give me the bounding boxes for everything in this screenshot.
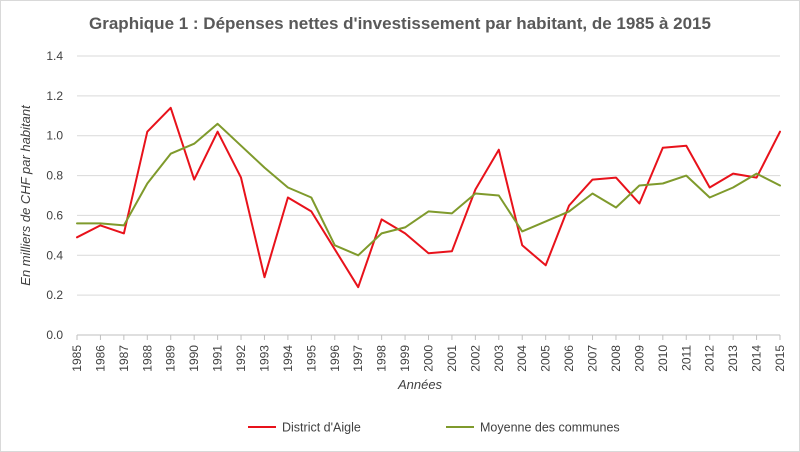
x-tick-label: 1996	[328, 345, 342, 372]
x-tick-label: 2004	[515, 345, 529, 372]
x-tick-label: 1988	[140, 345, 154, 372]
x-tick-label: 2012	[703, 345, 717, 372]
x-tick-label: 1992	[234, 345, 248, 372]
x-tick-label: 1994	[281, 345, 295, 372]
x-tick-label: 2000	[422, 345, 436, 372]
gridlines	[77, 55, 780, 296]
x-tick-label: 1989	[164, 345, 178, 372]
x-tick-label: 2001	[445, 345, 459, 372]
y-tick-label: 0.0	[46, 328, 63, 342]
x-tick-label: 2010	[656, 345, 670, 372]
y-axis-title: En milliers de CHF par habitant	[18, 104, 33, 286]
series-line-1	[76, 122, 781, 257]
x-tick-label: 2006	[562, 345, 576, 372]
x-tick-label: 1986	[93, 345, 107, 372]
y-tick-label: 0.6	[46, 208, 63, 222]
x-tick-label: 2013	[726, 345, 740, 372]
x-tick-label: 1999	[398, 345, 412, 372]
x-axis-title: Années	[397, 377, 443, 392]
x-tick-label: 1987	[117, 345, 131, 372]
x-tick-label: 2009	[632, 345, 646, 372]
x-tick-label: 1985	[70, 345, 84, 372]
y-tick-label: 0.2	[46, 288, 63, 302]
chart-title: Graphique 1 : Dépenses nettes d'investis…	[89, 14, 711, 33]
x-tick-label: 2002	[468, 345, 482, 372]
y-tick-label: 0.8	[46, 169, 63, 183]
series-lines	[76, 106, 781, 289]
x-tick-label: 2007	[586, 345, 600, 372]
y-tick-label: 1.0	[46, 129, 63, 143]
x-tick-label: 1997	[351, 345, 365, 372]
x-tick-label: 2011	[679, 345, 693, 371]
x-tick-label: 2003	[492, 345, 506, 372]
x-axis-ticks: 1985 1986 1987 1988 1989 1990 1991 1992 1993 1994…	[70, 335, 787, 372]
x-tick-label: 2005	[539, 345, 553, 372]
x-tick-label: 1990	[187, 345, 201, 372]
y-tick-label: 1.4	[46, 49, 63, 63]
y-tick-label: 1.2	[46, 89, 63, 103]
y-axis-ticks: 0.0 0.2 0.4 0.6 0.8 1.0 1.2 1.4	[46, 49, 63, 342]
x-tick-label: 2015	[773, 345, 787, 372]
x-tick-label: 1991	[211, 345, 225, 372]
y-tick-label: 0.4	[46, 248, 63, 262]
legend-label-0: District d'Aigle	[282, 421, 361, 435]
x-tick-label: 1995	[304, 345, 318, 372]
x-tick-label: 2008	[609, 345, 623, 372]
legend: District d'Aigle Moyenne des communes	[248, 421, 620, 435]
x-tick-label: 2014	[750, 345, 764, 372]
x-tick-label: 1998	[375, 345, 389, 372]
x-tick-label: 1993	[257, 345, 271, 372]
series-line-0	[76, 106, 781, 289]
legend-label-1: Moyenne des communes	[480, 421, 620, 435]
